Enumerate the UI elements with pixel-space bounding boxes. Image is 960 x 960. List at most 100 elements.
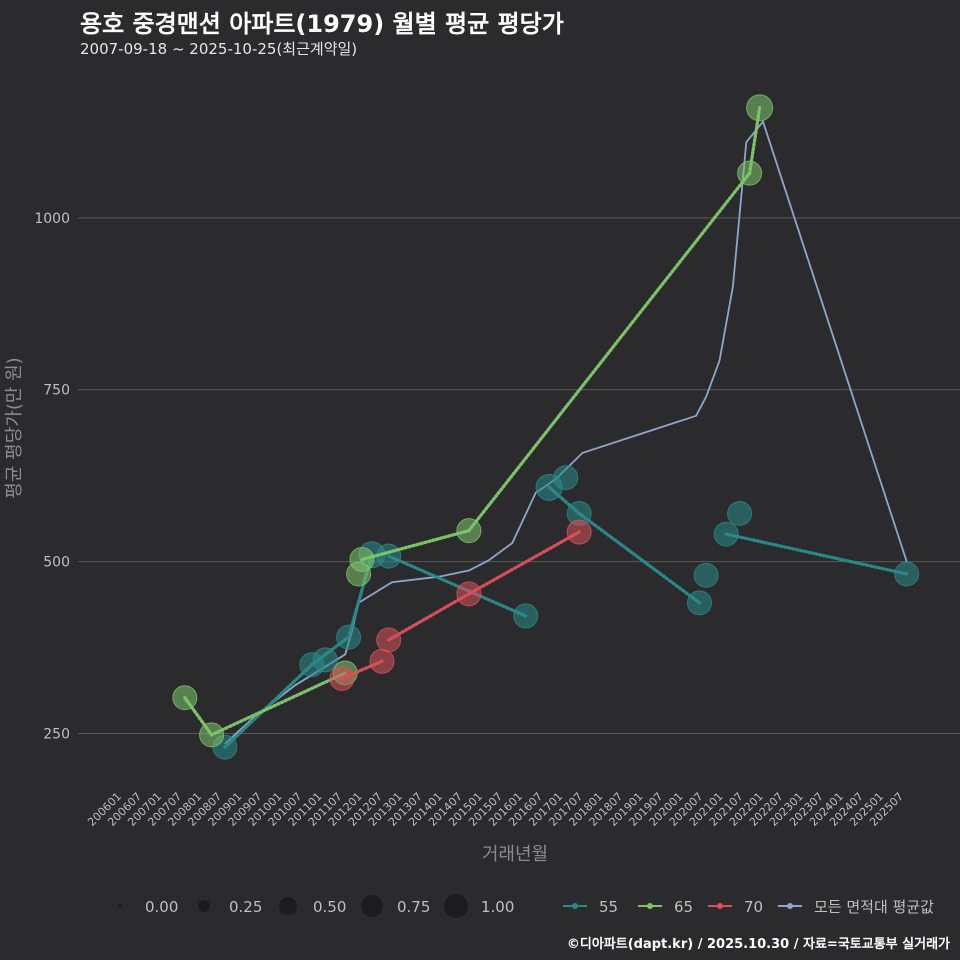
series-line-dot [395,548,400,552]
series-line-dot [427,539,431,544]
series-line-dot [484,506,488,511]
series-line-dot [545,548,549,552]
series-line-dot [283,688,287,692]
series-line-dot [333,645,337,649]
series-line-dot [648,297,652,302]
series-line-dot [662,574,666,578]
series-line-dot [513,566,517,570]
series-line-dot [593,523,598,528]
series-line-dot [498,602,502,607]
series-line-dot [861,562,866,567]
series-line-dot [415,542,420,547]
series-line-dot [675,263,680,267]
series-line-dot [877,566,881,570]
series-line-dot [560,497,565,501]
series-line-dot [708,222,712,226]
chart-subtitle: 2007-09-18 ~ 2025-10-25(최근계약일) [80,40,358,58]
grid-layer [78,217,960,734]
series-point [199,722,225,748]
series-line-dot [501,604,506,608]
average-series-layer [224,119,908,745]
series-line-dot [838,557,842,561]
series-line-dot [655,288,660,292]
series-line-dot [360,588,364,592]
series-line-dot [384,551,388,555]
series-line-dot [254,712,258,716]
series-line-dot [401,560,406,565]
series-line-dot [681,589,685,593]
series-line-dot [740,535,744,540]
series-line-dot [787,546,791,550]
series-line-dot [822,554,826,558]
series-point [693,562,719,588]
series-line-dot [881,567,885,571]
series-line-dot [483,596,487,600]
series-line-dot [482,509,486,514]
series-line-dot [791,547,795,551]
series-line-dot [418,620,422,624]
series-line-dot [755,122,759,126]
y-tick-label: 1000 [34,211,70,227]
y-tick-label: 250 [43,726,70,742]
series-line-dot [488,580,492,584]
series-line-dot [611,345,615,349]
series-line-dot [564,500,568,504]
series-line-dot [291,695,295,699]
series-line-dot [442,606,447,610]
series-line-dot [616,540,620,545]
series-line-dot [673,266,677,270]
series-line-dot [405,562,409,566]
series-point [737,160,763,186]
series-line-dot [713,215,717,220]
series-line-dot [295,677,299,681]
series-line-dot [683,253,687,258]
series-line-segment [388,554,527,618]
series-line-dot [412,565,417,570]
series-line-dot [359,592,363,596]
series-line-dot [276,702,281,706]
series-line-dot [494,494,498,498]
size-legend-symbol [118,904,122,908]
series-line-dot [449,581,454,586]
series-line-dot [755,539,760,543]
series-point [369,648,395,674]
series-line-dot [431,573,435,578]
series-line-dot [693,241,697,245]
series-line-segment [578,512,701,605]
series-line-dot [197,716,202,720]
series-line-dot [621,332,625,337]
series-line-dot [574,392,578,397]
series-line-dot [247,722,251,727]
series-line-dot [317,683,321,687]
series-line-dot [490,599,495,604]
series-line-dot [633,316,638,321]
series-line-dot [564,405,568,409]
series-line-dot [280,700,284,704]
series-line-dot [400,630,405,634]
y-tick-label: 750 [43,383,70,399]
series-line-dot [284,698,288,703]
size-legend-symbol [361,895,383,917]
series-line-dot [632,552,637,557]
series-line-dot [658,572,663,576]
series-line-dot [752,138,757,143]
series-line-dot [675,584,679,588]
series-line-dot [588,373,593,378]
size-legend-symbol [444,894,468,918]
series-line-dot [606,351,610,356]
series-line-dot [287,697,292,701]
series-line-dot [670,269,675,273]
series-line-dot [549,546,553,550]
size-legend-label: 1.00 [481,898,514,916]
series-line-dot [521,459,526,463]
series-line-dot [232,722,236,727]
series-line-dot [423,540,428,545]
average-line [224,119,908,745]
series-line-dot [235,721,240,725]
series-line-dot [261,709,266,713]
series-line-dot [636,313,640,318]
series-line-dot [435,537,439,541]
series-layer [172,94,920,760]
series-line-dot [289,682,293,687]
color-legend-label: 모든 면적대 평균값 [814,898,934,916]
